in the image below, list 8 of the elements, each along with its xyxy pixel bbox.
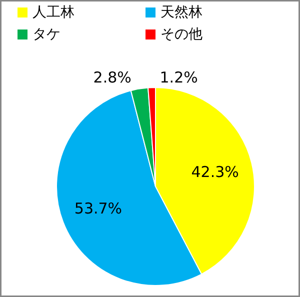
legend-label: 天然林	[160, 4, 202, 20]
data-label: 53.7%	[74, 200, 122, 218]
data-label: 1.2%	[160, 68, 198, 87]
data-label: 42.3%	[191, 162, 239, 181]
legend-label: その他	[160, 26, 202, 42]
data-label: 2.8%	[93, 68, 132, 87]
legend-label: 人工林	[32, 4, 74, 20]
legend-label: タケ	[32, 26, 60, 42]
